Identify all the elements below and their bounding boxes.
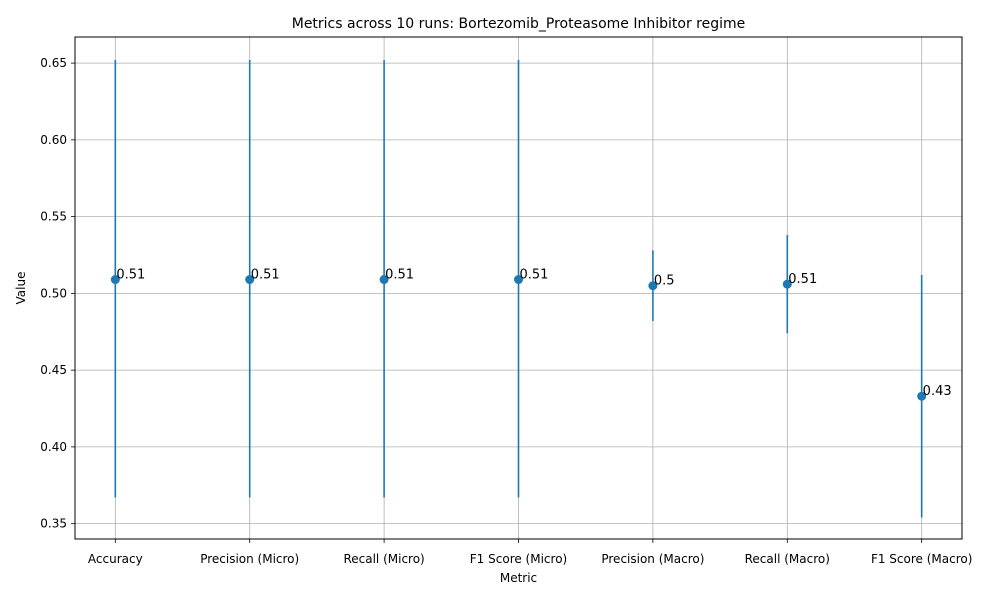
x-tick-label: Accuracy — [88, 552, 143, 566]
x-tick-label: Precision (Micro) — [200, 552, 299, 566]
y-tick-label: 0.40 — [40, 440, 67, 454]
y-tick-label: 0.55 — [40, 210, 67, 224]
y-tick-label: 0.60 — [40, 133, 67, 147]
x-tick-label: Recall (Macro) — [745, 552, 830, 566]
y-tick-label: 0.45 — [40, 363, 67, 377]
y-tick-label: 0.35 — [40, 517, 67, 531]
data-label: 0.5 — [654, 274, 675, 289]
x-tick-label: Recall (Micro) — [343, 552, 424, 566]
data-point — [782, 279, 792, 289]
y-axis-label: Value — [14, 272, 28, 305]
x-axis-label: Metric — [500, 571, 537, 585]
data-label: 0.51 — [385, 268, 414, 283]
data-label: 0.51 — [520, 268, 549, 283]
data-point — [514, 275, 523, 285]
data-point — [110, 275, 120, 285]
data-label: 0.51 — [788, 272, 817, 287]
data-label: 0.43 — [923, 384, 952, 399]
y-tick-label: 0.65 — [40, 56, 67, 70]
data-point — [245, 275, 255, 285]
axis-ticks: Accuracy Precision (Micro) Recall (Micro) F… — [40, 56, 972, 566]
x-tick-label: F1 Score (Macro) — [871, 552, 972, 566]
chart-title: Metrics across 10 runs: Bortezomib_Prote… — [292, 16, 746, 32]
y-tick-label: 0.50 — [40, 286, 67, 300]
data-label: 0.51 — [251, 268, 280, 283]
data-point — [648, 281, 658, 291]
data-label: 0.51 — [116, 268, 145, 283]
data-point — [379, 275, 389, 285]
x-tick-label: Precision (Macro) — [601, 552, 704, 566]
data-series: 0.51 0.51 0.51 0.51 0.5 0.51 0.43 — [110, 60, 952, 518]
data-point — [917, 391, 927, 401]
x-tick-label: F1 Score (Micro) — [470, 552, 567, 566]
